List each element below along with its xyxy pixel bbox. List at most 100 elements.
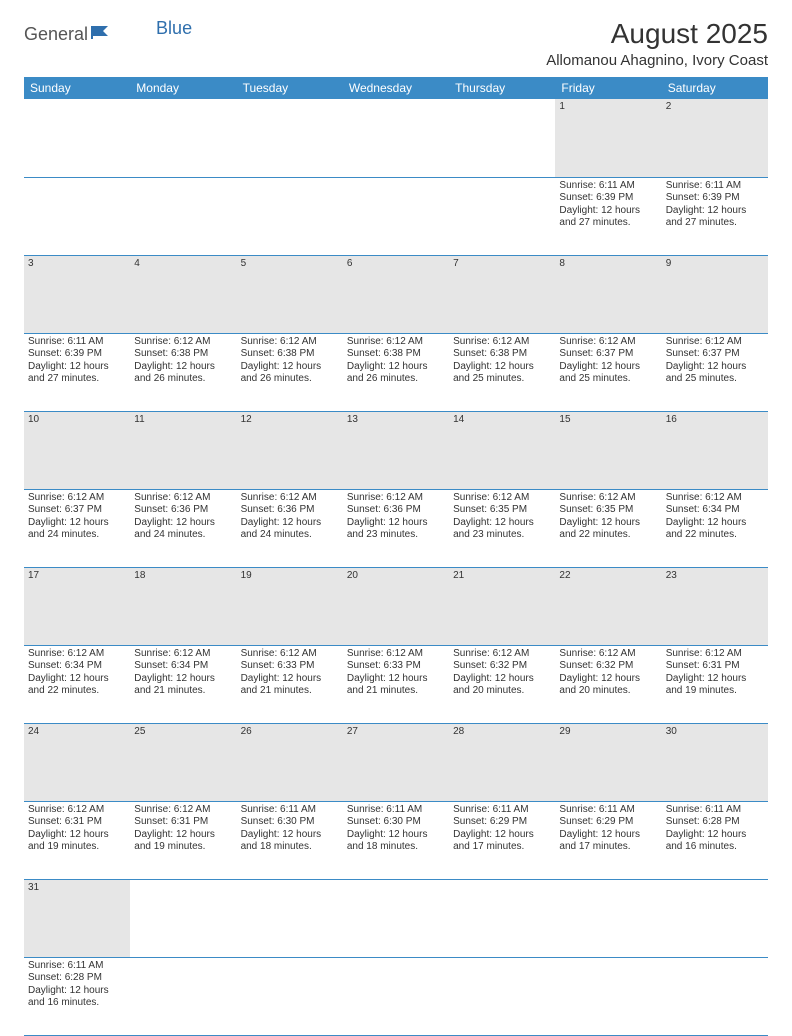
day-line: Daylight: 12 hours [559, 205, 657, 218]
day-line: Daylight: 12 hours [241, 517, 339, 530]
day-details: Sunrise: 6:12 AMSunset: 6:35 PMDaylight:… [453, 492, 551, 542]
day-number: 12 [237, 411, 343, 489]
daynum-row: 10111213141516 [24, 411, 768, 489]
day-number: 3 [24, 255, 130, 333]
day-number: 27 [343, 723, 449, 801]
day-number: 24 [24, 723, 130, 801]
day-line: Sunrise: 6:12 AM [28, 492, 126, 505]
day-line: Sunset: 6:37 PM [559, 348, 657, 361]
day-line: and 24 minutes. [28, 529, 126, 542]
day-line: Daylight: 12 hours [666, 829, 764, 842]
day-number: 7 [449, 255, 555, 333]
day-line: Sunrise: 6:11 AM [666, 804, 764, 817]
day-cell [449, 177, 555, 255]
day-number: 13 [343, 411, 449, 489]
day-cell: Sunrise: 6:12 AMSunset: 6:32 PMDaylight:… [449, 645, 555, 723]
day-cell: Sunrise: 6:12 AMSunset: 6:31 PMDaylight:… [662, 645, 768, 723]
day-line: Sunrise: 6:11 AM [241, 804, 339, 817]
day-line: Sunrise: 6:12 AM [453, 648, 551, 661]
day-line: Sunset: 6:35 PM [453, 504, 551, 517]
day-line: Sunset: 6:31 PM [28, 816, 126, 829]
day-line: Sunset: 6:36 PM [134, 504, 232, 517]
day-line: Sunrise: 6:12 AM [666, 336, 764, 349]
day-line: Sunrise: 6:12 AM [666, 648, 764, 661]
day-number: 8 [555, 255, 661, 333]
day-number [449, 879, 555, 957]
day-line: Sunset: 6:32 PM [559, 660, 657, 673]
logo-text-2: Blue [156, 18, 192, 39]
day-line: Sunset: 6:37 PM [28, 504, 126, 517]
day-cell: Sunrise: 6:11 AMSunset: 6:30 PMDaylight:… [237, 801, 343, 879]
day-line: Sunrise: 6:12 AM [28, 648, 126, 661]
day-line: Sunrise: 6:12 AM [559, 648, 657, 661]
day-cell: Sunrise: 6:12 AMSunset: 6:34 PMDaylight:… [662, 489, 768, 567]
day-line: Sunrise: 6:12 AM [241, 648, 339, 661]
day-line: Sunset: 6:39 PM [666, 192, 764, 205]
day-line: and 17 minutes. [559, 841, 657, 854]
day-number: 30 [662, 723, 768, 801]
day-line: Daylight: 12 hours [241, 829, 339, 842]
day-cell [130, 177, 236, 255]
day-cell: Sunrise: 6:11 AMSunset: 6:39 PMDaylight:… [24, 333, 130, 411]
day-number: 21 [449, 567, 555, 645]
day-line: Sunrise: 6:12 AM [134, 804, 232, 817]
day-details: Sunrise: 6:12 AMSunset: 6:37 PMDaylight:… [666, 336, 764, 386]
day-cell [237, 957, 343, 1035]
day-number [343, 879, 449, 957]
day-details: Sunrise: 6:12 AMSunset: 6:35 PMDaylight:… [559, 492, 657, 542]
day-details: Sunrise: 6:11 AMSunset: 6:30 PMDaylight:… [347, 804, 445, 854]
day-line: Sunrise: 6:12 AM [347, 648, 445, 661]
day-cell: Sunrise: 6:12 AMSunset: 6:36 PMDaylight:… [343, 489, 449, 567]
day-number: 22 [555, 567, 661, 645]
day-details: Sunrise: 6:11 AMSunset: 6:39 PMDaylight:… [666, 180, 764, 230]
page-title: August 2025 [546, 18, 768, 50]
day-line: Daylight: 12 hours [666, 205, 764, 218]
day-number [130, 879, 236, 957]
day-line: Daylight: 12 hours [28, 985, 126, 998]
day-line: Sunset: 6:39 PM [559, 192, 657, 205]
day-line: and 23 minutes. [347, 529, 445, 542]
day-line: Sunrise: 6:11 AM [453, 804, 551, 817]
day-line: Sunset: 6:36 PM [241, 504, 339, 517]
day-row: Sunrise: 6:12 AMSunset: 6:37 PMDaylight:… [24, 489, 768, 567]
day-details: Sunrise: 6:12 AMSunset: 6:36 PMDaylight:… [347, 492, 445, 542]
day-cell: Sunrise: 6:11 AMSunset: 6:29 PMDaylight:… [555, 801, 661, 879]
day-details: Sunrise: 6:11 AMSunset: 6:39 PMDaylight:… [559, 180, 657, 230]
day-row: Sunrise: 6:11 AMSunset: 6:39 PMDaylight:… [24, 333, 768, 411]
day-line: Daylight: 12 hours [559, 517, 657, 530]
day-number: 6 [343, 255, 449, 333]
day-line: Daylight: 12 hours [28, 517, 126, 530]
day-line: Sunrise: 6:12 AM [241, 336, 339, 349]
day-line: Daylight: 12 hours [28, 673, 126, 686]
day-line: and 25 minutes. [666, 373, 764, 386]
daynum-row: 12 [24, 99, 768, 177]
day-details: Sunrise: 6:12 AMSunset: 6:36 PMDaylight:… [134, 492, 232, 542]
day-line: Sunrise: 6:11 AM [559, 180, 657, 193]
day-line: and 27 minutes. [28, 373, 126, 386]
day-line: Sunset: 6:36 PM [347, 504, 445, 517]
day-line: and 27 minutes. [559, 217, 657, 230]
weekday-header-row: Sunday Monday Tuesday Wednesday Thursday… [24, 77, 768, 99]
day-line: Sunset: 6:29 PM [559, 816, 657, 829]
calendar-table: Sunday Monday Tuesday Wednesday Thursday… [24, 77, 768, 1036]
day-cell: Sunrise: 6:12 AMSunset: 6:37 PMDaylight:… [662, 333, 768, 411]
day-line: Daylight: 12 hours [347, 673, 445, 686]
day-line: Sunrise: 6:12 AM [559, 492, 657, 505]
day-line: and 21 minutes. [347, 685, 445, 698]
day-number: 31 [24, 879, 130, 957]
day-cell: Sunrise: 6:12 AMSunset: 6:38 PMDaylight:… [343, 333, 449, 411]
day-cell: Sunrise: 6:12 AMSunset: 6:37 PMDaylight:… [555, 333, 661, 411]
weekday-header: Tuesday [237, 77, 343, 99]
weekday-header: Monday [130, 77, 236, 99]
day-line: Sunrise: 6:11 AM [666, 180, 764, 193]
day-number [449, 99, 555, 177]
day-details: Sunrise: 6:12 AMSunset: 6:38 PMDaylight:… [134, 336, 232, 386]
day-line: Sunset: 6:38 PM [347, 348, 445, 361]
day-cell [343, 957, 449, 1035]
day-cell: Sunrise: 6:12 AMSunset: 6:31 PMDaylight:… [24, 801, 130, 879]
day-line: Sunrise: 6:12 AM [134, 648, 232, 661]
day-line: Daylight: 12 hours [559, 673, 657, 686]
day-cell: Sunrise: 6:12 AMSunset: 6:36 PMDaylight:… [130, 489, 236, 567]
day-line: Sunset: 6:32 PM [453, 660, 551, 673]
day-line: and 19 minutes. [666, 685, 764, 698]
